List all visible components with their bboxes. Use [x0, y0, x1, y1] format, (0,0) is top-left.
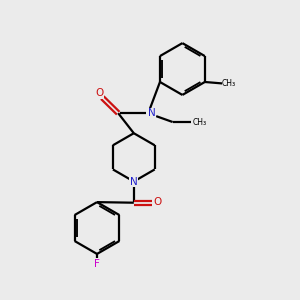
Text: O: O: [153, 197, 161, 207]
Text: F: F: [94, 259, 100, 269]
Text: N: N: [130, 176, 138, 187]
Text: O: O: [95, 88, 103, 98]
Text: CH₃: CH₃: [222, 79, 236, 88]
Text: CH₃: CH₃: [193, 118, 207, 127]
Text: N: N: [148, 108, 155, 118]
